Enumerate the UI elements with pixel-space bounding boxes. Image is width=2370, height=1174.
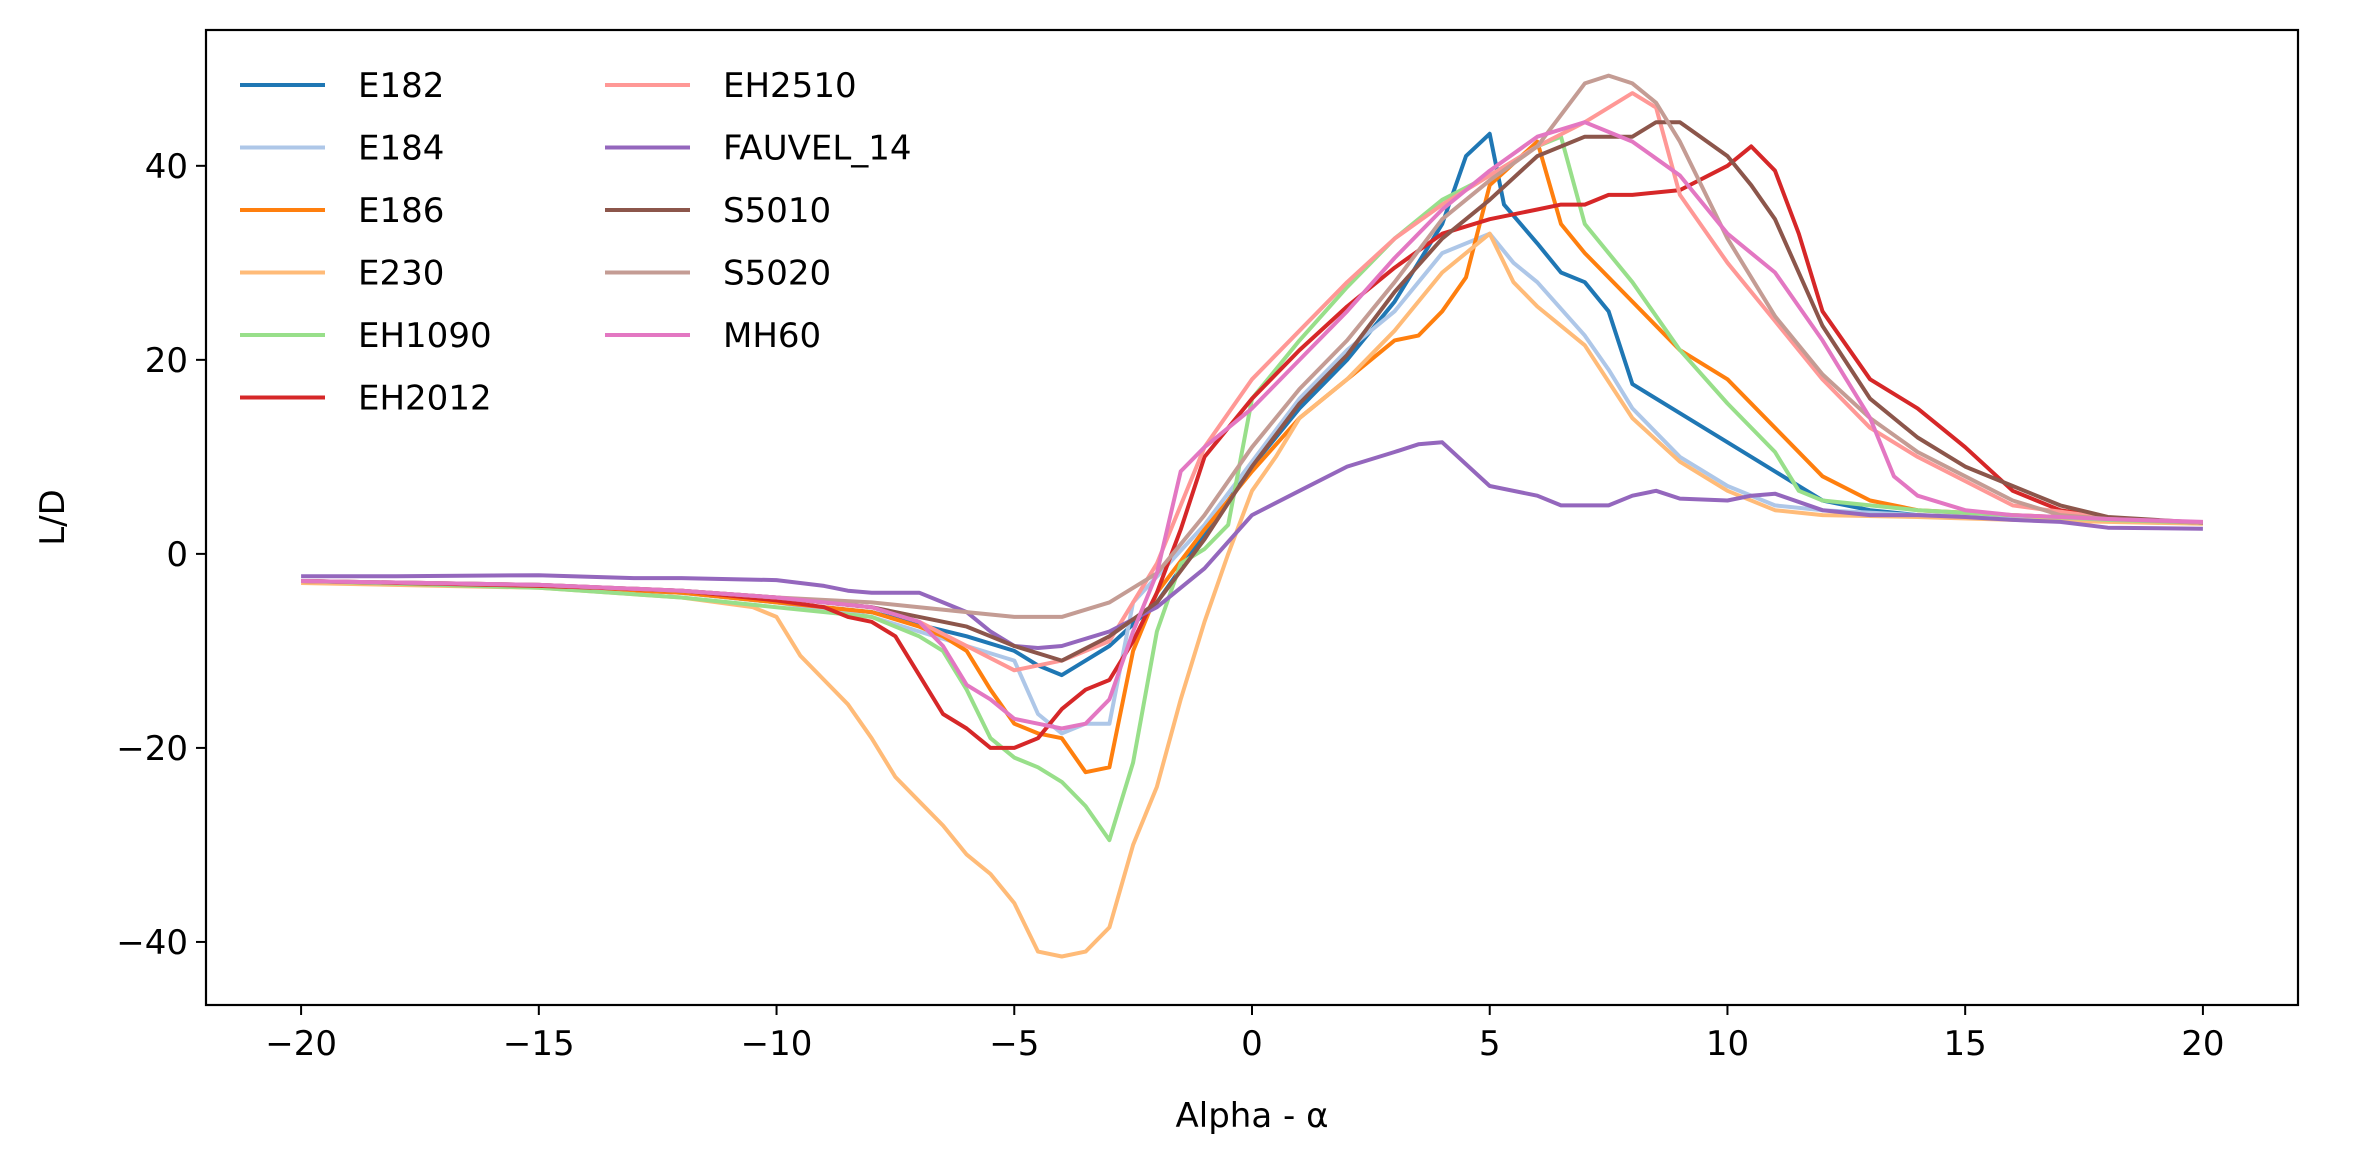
legend: E182 E184 E186 E230 EH1090 EH2012 EH2510 FAUVEL… — [240, 66, 912, 419]
x-tick-label: −10 — [741, 1024, 813, 1064]
axes-layer: −20 −15 −10 −5 0 5 10 15 20 −40 −20 0 20 40 Alpha - α L… — [33, 28, 2300, 1136]
series-line-s5010 — [301, 120, 2204, 663]
x-tick-label: 20 — [2181, 1024, 2224, 1064]
legend-label: FAUVEL_14 — [723, 129, 912, 169]
series-line-mh60 — [301, 120, 2203, 731]
series-line-fauvel-14 — [301, 440, 2203, 650]
legend-label: E182 — [358, 66, 444, 106]
y-axis-label: L/D — [33, 489, 73, 546]
series-line-eh2012 — [301, 144, 2204, 750]
series-layer — [301, 73, 2204, 959]
y-tick-label: 20 — [145, 341, 188, 381]
y-tick-label: −20 — [116, 729, 188, 769]
series-line-s5020 — [301, 73, 2203, 619]
legend-label: E184 — [358, 129, 444, 169]
legend-label: S5010 — [723, 191, 831, 231]
x-tick-label: −5 — [989, 1024, 1039, 1064]
legend-label: S5020 — [723, 254, 831, 294]
x-axis-label: Alpha - α — [1176, 1096, 1329, 1136]
legend-label: EH2510 — [723, 66, 857, 106]
x-tick-label: 5 — [1479, 1024, 1501, 1064]
x-tick-label: −15 — [503, 1024, 575, 1064]
series-line-eh2510 — [301, 91, 2204, 673]
x-tick-label: 15 — [1944, 1024, 1987, 1064]
x-tick-label: 0 — [1241, 1024, 1263, 1064]
legend-label: E230 — [358, 254, 444, 294]
y-tick-label: 0 — [166, 535, 188, 575]
legend-label: EH1090 — [358, 316, 492, 356]
y-tick-label: −40 — [116, 923, 188, 963]
x-tick-label: −20 — [265, 1024, 337, 1064]
legend-label: E186 — [358, 191, 444, 231]
y-tick-label: 40 — [145, 147, 188, 187]
x-tick-label: 10 — [1706, 1024, 1749, 1064]
legend-label: MH60 — [723, 316, 821, 356]
series-line-e230 — [301, 231, 2203, 959]
legend-label: EH2012 — [358, 379, 492, 419]
